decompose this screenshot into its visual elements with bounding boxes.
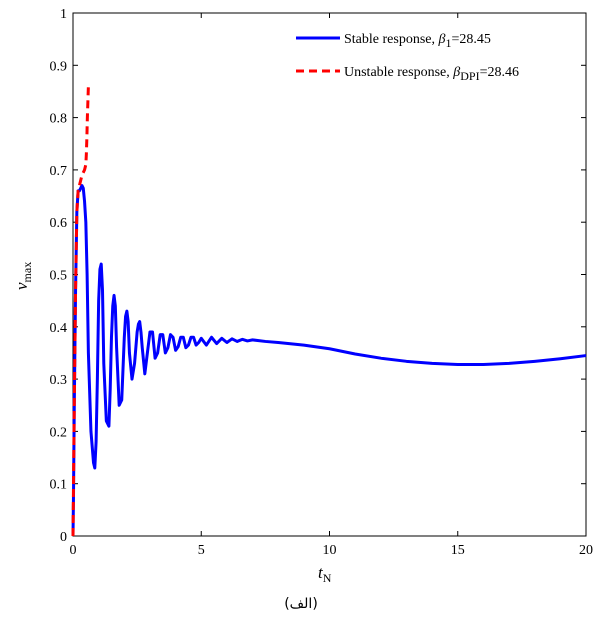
x-axis: 0 5 10 15 20 <box>70 13 593 558</box>
x-tick-label: 10 <box>323 543 337 558</box>
y-tick-label: 0.5 <box>50 269 68 284</box>
x-tick-label: 5 <box>198 543 205 558</box>
plot-area-frame <box>72 12 587 537</box>
y-tick-label: 0.1 <box>50 478 68 493</box>
x-axis-label-sub: N <box>323 571 332 585</box>
x-axis-label-main: t <box>318 563 324 582</box>
series-line-stable <box>71 184 587 537</box>
y-axis-label-sub: max <box>20 262 34 283</box>
y-tick-label: 0.6 <box>50 216 68 231</box>
y-tick-label: 0 <box>60 530 67 545</box>
x-tick-label: 0 <box>70 543 77 558</box>
y-tick-label: 0.8 <box>50 112 68 127</box>
y-tick-label: 0.4 <box>50 321 68 336</box>
y-axis-label-main: v <box>12 282 31 290</box>
y-tick-label: 0.2 <box>50 425 68 440</box>
figure-caption: (الف) <box>284 596 318 612</box>
y-tick-label: 1 <box>60 7 67 22</box>
series-lines <box>71 86 587 537</box>
x-tick-label: 15 <box>451 543 465 558</box>
y-tick-label: 0.7 <box>50 164 68 179</box>
legend: Stable response, β1=28.45 Unstable respo… <box>296 32 519 83</box>
legend-entry-unstable: Unstable response, βDPI=28.46 <box>344 65 519 83</box>
x-axis-label: tN <box>318 563 332 585</box>
legend-entry-stable: Stable response, β1=28.45 <box>344 32 491 50</box>
y-axis: 0 0.1 0.2 0.3 0.4 0.5 0.6 0.7 0.8 0.9 1 <box>50 7 586 545</box>
y-tick-label: 0.9 <box>50 59 68 74</box>
series-line-unstable <box>71 86 90 537</box>
y-axis-label: vmax <box>12 262 34 290</box>
y-tick-label: 0.3 <box>50 373 68 388</box>
x-tick-label: 20 <box>579 543 593 558</box>
